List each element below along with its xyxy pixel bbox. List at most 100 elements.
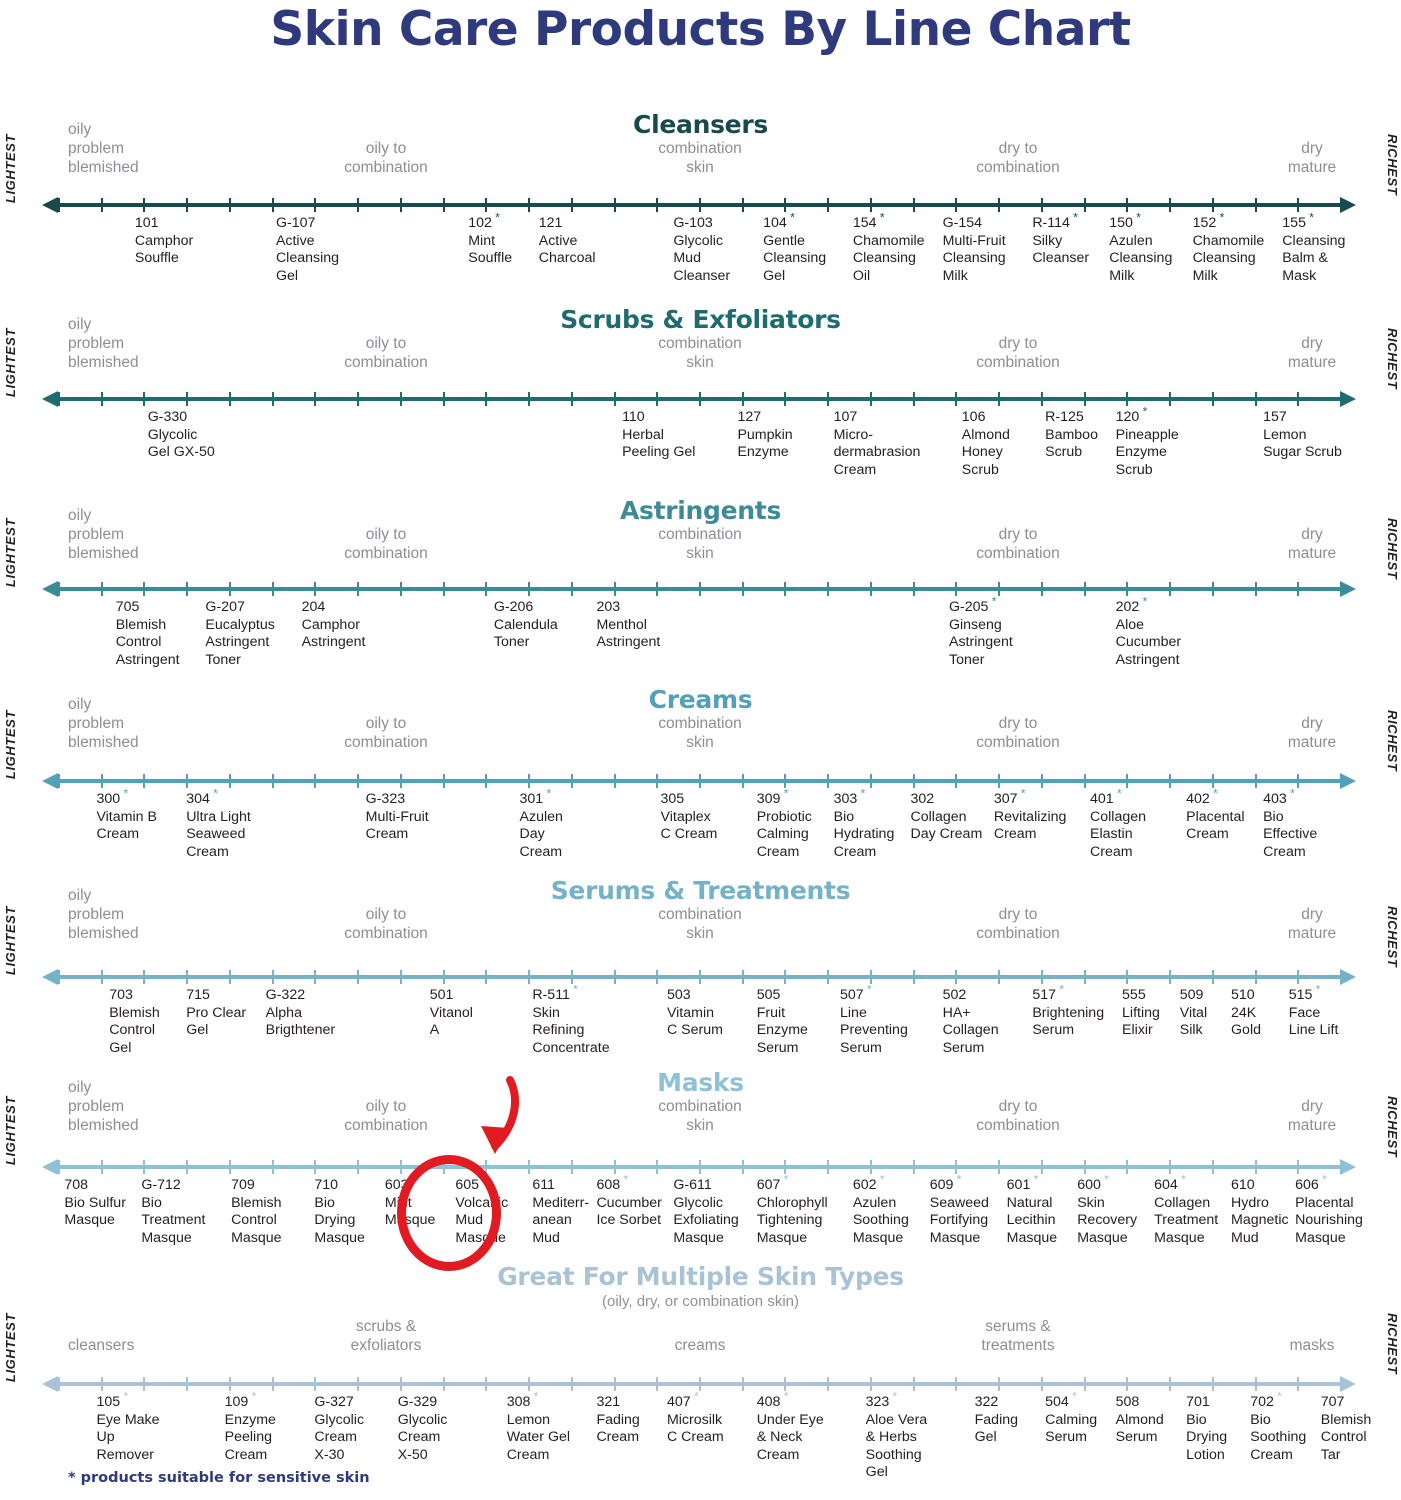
product-label[interactable]: 127 Pumpkin Enzyme — [737, 409, 792, 462]
product-label[interactable]: G-327 Glycolic Cream X-30 — [314, 1394, 364, 1464]
product-label[interactable]: R-511 * Skin Refining Concentrate — [532, 983, 609, 1057]
product-label[interactable]: 603 Mint Masque — [385, 1177, 435, 1230]
product-label[interactable]: 709 Blemish Control Masque — [231, 1177, 281, 1247]
product-label[interactable]: 708 Bio Sulfur Masque — [64, 1177, 126, 1230]
product-label[interactable]: 321 Fading Cream — [596, 1394, 639, 1447]
product-label[interactable]: G-205 * Ginseng Astringent Toner — [948, 595, 1013, 669]
product-name: Glycolic Cream X-30 — [314, 1411, 365, 1463]
product-label[interactable]: 157 Lemon Sugar Scrub — [1263, 409, 1342, 462]
product-label[interactable]: 601 * Natural Lecithin Masque — [1007, 1173, 1057, 1247]
product-label[interactable]: 408 * Under Eye & Neck Cream — [757, 1390, 824, 1464]
product-label[interactable]: G-323 Multi-Fruit Cream — [366, 791, 429, 844]
product-label[interactable]: 402 * Placental Cream — [1186, 787, 1244, 844]
product-label[interactable]: 602 * Azulen Soothing Masque — [853, 1173, 909, 1247]
axis-tick — [228, 392, 231, 406]
product-label[interactable]: 703 Blemish Control Gel — [109, 987, 159, 1057]
product-label[interactable]: 707 Blemish Control Tar — [1321, 1394, 1371, 1464]
product-label[interactable]: 403 * Bio Effective Cream — [1263, 787, 1317, 861]
product-label[interactable]: 555 Lifting Elixir — [1122, 987, 1160, 1040]
product-label[interactable]: 303 * Bio Hydrating Cream — [834, 787, 895, 861]
product-label[interactable]: 702 * Bio Soothing Cream — [1250, 1390, 1306, 1464]
product-label[interactable]: 505 Fruit Enzyme Serum — [757, 987, 808, 1057]
product-label[interactable]: 710 Bio Drying Masque — [314, 1177, 364, 1247]
product-label[interactable]: 510 24K Gold — [1231, 987, 1261, 1040]
product-label[interactable]: G-154 Multi-Fruit Cleansing Milk — [943, 215, 1006, 285]
product-label[interactable]: 301 * Azulen Day Cream — [520, 787, 563, 861]
product-label[interactable]: 503 Vitamin C Serum — [667, 987, 723, 1040]
product-label[interactable]: 150 * Azulen Cleansing Milk — [1109, 211, 1172, 285]
product-label[interactable]: 610 Hydro Magnetic Mud — [1231, 1177, 1289, 1247]
product-label[interactable]: 501 Vitanol A — [430, 987, 473, 1040]
product-label[interactable]: 407 * Microsilk C Cream — [667, 1390, 724, 1447]
product-label[interactable]: 705 Blemish Control Astringent — [116, 599, 180, 669]
product-label[interactable]: G-206 Calendula Toner — [494, 599, 558, 652]
product-label[interactable]: 304 * Ultra Light Seaweed Cream — [186, 787, 251, 861]
product-label[interactable]: 107 Micro- dermabrasion Cream — [834, 409, 921, 479]
product-name: Vitaplex C Cream — [660, 808, 718, 843]
product-code: G-205 — [948, 599, 989, 615]
product-label[interactable]: R-114 * Silky Cleanser — [1032, 211, 1089, 268]
product-label[interactable]: 101 Camphor Souffle — [135, 215, 193, 268]
product-label[interactable]: 606 * Placental Nourishing Masque — [1295, 1173, 1363, 1247]
product-label[interactable]: 305 Vitaplex C Cream — [661, 791, 718, 844]
axis-tick — [357, 198, 360, 212]
product-label[interactable]: 102 * Mint Souffle — [468, 211, 512, 268]
product-label[interactable]: 608 * Cucumber Ice Sorbet — [596, 1173, 661, 1230]
product-label[interactable]: G-207 Eucalyptus Astringent Toner — [205, 599, 274, 669]
product-label[interactable]: G-712 Bio Treatment Masque — [141, 1177, 205, 1247]
product-label[interactable]: 110 Herbal Peeling Gel — [622, 409, 695, 462]
product-label[interactable]: 323 * Aloe Vera & Herbs Soothing Gel — [866, 1390, 928, 1482]
product-label[interactable]: 121 Active Charcoal — [539, 215, 596, 268]
product-label[interactable]: G-329 Glycolic Cream X-50 — [398, 1394, 448, 1464]
product-label[interactable]: R-125 Bamboo Scrub — [1045, 409, 1098, 462]
product-label[interactable]: 504 * Calming Serum — [1045, 1390, 1097, 1447]
product-label[interactable]: 106 Almond Honey Scrub — [962, 409, 1010, 479]
axis-tick — [100, 392, 103, 406]
product-label[interactable]: 507 * Line Preventing Serum — [840, 983, 908, 1057]
product-label[interactable]: 600 * Skin Recovery Masque — [1077, 1173, 1137, 1247]
product-label[interactable]: 517 * Brightening Serum — [1032, 983, 1104, 1040]
product-label[interactable]: 607 * Chlorophyll Tightening Masque — [757, 1173, 828, 1247]
product-label[interactable]: G-103 Glycolic Mud Cleanser — [673, 215, 730, 285]
product-label[interactable]: 515 * Face Line Lift — [1289, 983, 1339, 1040]
product-label[interactable]: 104 * Gentle Cleansing Gel — [763, 211, 826, 285]
product-label[interactable]: 204 Camphor Astringent — [302, 599, 366, 652]
axis-tick — [357, 1377, 360, 1391]
axis-tick — [528, 392, 531, 406]
product-label[interactable]: 502 HA+ Collagen Serum — [943, 987, 999, 1057]
product-code: 610 — [1231, 1177, 1255, 1193]
product-label[interactable]: 202 * Aloe Cucumber Astringent — [1116, 595, 1181, 669]
product-label[interactable]: 509 Vital Silk — [1180, 987, 1207, 1040]
product-label[interactable]: 120 * Pineapple Enzyme Scrub — [1116, 405, 1179, 479]
product-label[interactable]: 154 * Chamomile Cleansing Oil — [853, 211, 925, 285]
product-label[interactable]: G-107 Active Cleansing Gel — [276, 215, 339, 285]
product-code: G-154 — [942, 215, 983, 231]
product-name: Collagen Treatment Masque — [1154, 1194, 1219, 1246]
product-label[interactable]: 105 * Eye Make Up Remover — [96, 1390, 159, 1464]
product-label[interactable]: 401 * Collagen Elastin Cream — [1090, 787, 1146, 861]
product-code: 505 — [756, 987, 781, 1003]
product-label[interactable]: 604 * Collagen Treatment Masque — [1154, 1173, 1219, 1247]
product-label[interactable]: 152 * Chamomile Cleansing Milk — [1193, 211, 1265, 285]
product-label[interactable]: 508 Almond Serum — [1116, 1394, 1164, 1447]
product-label[interactable]: 109 * Enzyme Peeling Cream — [225, 1390, 276, 1464]
product-label[interactable]: 300 * Vitamin B Cream — [96, 787, 156, 844]
product-label[interactable]: 609 * Seaweed Fortifying Masque — [930, 1173, 989, 1247]
product-label[interactable]: 322 Fading Gel — [975, 1394, 1018, 1447]
product-label[interactable]: 308 * Lemon Water Gel Cream — [507, 1390, 570, 1464]
product-label[interactable]: 203 Menthol Astringent — [596, 599, 660, 652]
product-label[interactable]: G-330 Glycolic Gel GX-50 — [148, 409, 215, 462]
axis-tick — [1211, 582, 1214, 596]
axis-tick — [186, 198, 189, 212]
product-label[interactable]: G-322 Alpha Brigthtener — [266, 987, 335, 1040]
product-label[interactable]: 611 Mediterr- anean Mud — [532, 1177, 589, 1247]
product-label[interactable]: 715 Pro Clear Gel — [186, 987, 246, 1040]
product-label[interactable]: 701 Bio Drying Lotion — [1186, 1394, 1227, 1464]
product-label[interactable]: 309 * Probiotic Calming Cream — [757, 787, 812, 861]
product-label[interactable]: G-611 Glycolic Exfoliating Masque — [673, 1177, 738, 1247]
product-label[interactable]: 302 Collagen Day Cream — [911, 791, 983, 844]
product-label[interactable]: 605 * Volcanic Mud Masque — [455, 1173, 508, 1247]
product-code: 321 — [596, 1394, 621, 1410]
product-label[interactable]: 307 * Revitalizing Cream — [994, 787, 1067, 844]
product-label[interactable]: 155 * Cleansing Balm & Mask — [1282, 211, 1345, 285]
